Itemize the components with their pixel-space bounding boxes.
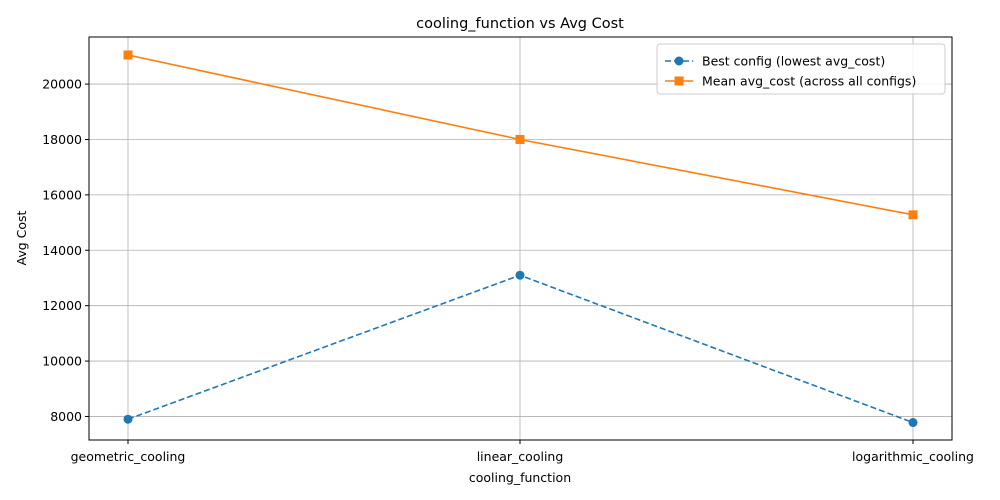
- x-tick-label: logarithmic_cooling: [852, 449, 974, 464]
- y-tick-label: 14000: [42, 243, 82, 258]
- data-point: [123, 414, 133, 424]
- data-point: [908, 210, 918, 220]
- data-point: [123, 50, 133, 60]
- legend-marker-1: [674, 56, 684, 66]
- legend-box: [656, 43, 946, 95]
- data-point: [515, 270, 525, 280]
- y-tick-label: 10000: [42, 354, 82, 369]
- data-point: [908, 418, 918, 428]
- series-layer: [123, 50, 918, 428]
- data-point: [515, 134, 525, 144]
- y-axis-label: Avg Cost: [14, 210, 29, 265]
- y-tick-label: 8000: [50, 409, 82, 424]
- y-tick-label: 20000: [42, 77, 82, 92]
- y-tick-label: 18000: [42, 132, 82, 147]
- legend-label-2: Mean avg_cost (across all configs): [702, 74, 916, 89]
- x-axis: geometric_cooling linear_cooling logarithm…: [71, 440, 974, 464]
- x-axis-label: cooling_function: [469, 470, 571, 485]
- chart-title: cooling_function vs Avg Cost: [416, 16, 624, 32]
- y-axis: 8000 10000 12000 14000 16000 18000 20000: [42, 77, 89, 424]
- y-tick-label: 12000: [42, 298, 82, 313]
- legend-marker-2: [674, 76, 684, 86]
- x-tick-label: linear_cooling: [477, 449, 564, 464]
- legend-label-1: Best config (lowest avg_cost): [702, 54, 885, 69]
- x-tick-label: geometric_cooling: [71, 449, 186, 464]
- legend: Best config (lowest avg_cost) Mean avg_co…: [656, 43, 946, 95]
- y-tick-label: 16000: [42, 187, 82, 202]
